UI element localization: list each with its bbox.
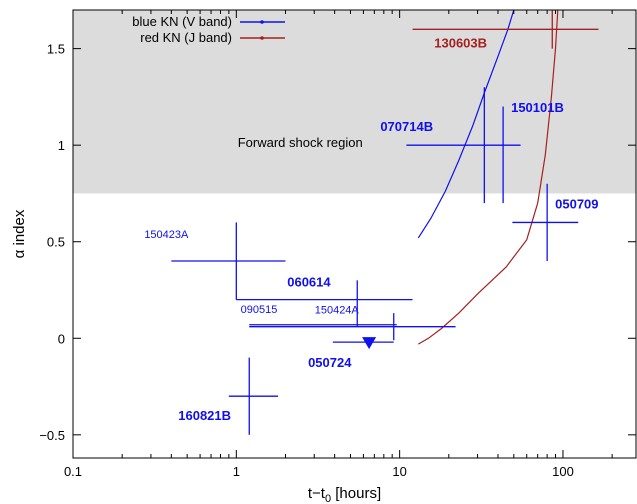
y-axis-title: α index <box>11 209 28 258</box>
grb-data-points: 130603B 070714B 150101B 050709 150423A 060614… <box>144 10 599 435</box>
legend-dot-1 <box>260 36 264 40</box>
plot-frame <box>72 9 637 459</box>
point-060614: 060614 <box>236 275 413 327</box>
point-130603B: 130603B <box>412 10 599 50</box>
forward-shock-label: Forward shock region <box>238 135 363 150</box>
x-tick-label: 1 <box>233 464 240 479</box>
point-label-150423A: 150423A <box>144 229 189 241</box>
point-150423A: 150423A <box>144 222 286 300</box>
x-tick-label: 10 <box>392 464 406 479</box>
forward-shock-region: Forward shock region <box>73 10 636 194</box>
x-axis-title: t−t0 [hours] <box>308 485 381 504</box>
kn-curve-blue <box>417 10 515 239</box>
point-150424A: 150424A <box>249 305 456 341</box>
y-tick-label: 0 <box>58 331 65 346</box>
axes: 0.1 1 10 100 −0.5 0 0.5 1 1.5 t−t0 [hours] α index <box>11 9 637 504</box>
point-070714B: 070714B <box>380 87 521 204</box>
legend-label-0: blue KN (V band) <box>132 14 232 29</box>
x-tick-label: 0.1 <box>64 464 82 479</box>
point-150101B: 150101B <box>502 100 564 204</box>
point-160821B: 160821B <box>178 357 279 435</box>
point-label-150424A: 150424A <box>315 305 360 317</box>
y-tick-label: 0.5 <box>47 235 65 250</box>
legend: blue KN (V band)red KN (J band) <box>132 14 285 45</box>
point-label-160821B: 160821B <box>178 408 231 423</box>
upper-limit-marker-050724 <box>362 337 377 350</box>
kn-curve-red <box>418 10 559 345</box>
legend-label-1: red KN (J band) <box>140 30 232 45</box>
forward-shock-band <box>73 10 636 194</box>
point-label-050709: 050709 <box>555 196 598 211</box>
point-label-090515: 090515 <box>241 304 278 316</box>
point-label-050724: 050724 <box>308 355 352 370</box>
y-tick-label: 1 <box>58 138 65 153</box>
point-050709: 050709 <box>512 183 599 262</box>
point-label-130603B: 130603B <box>434 35 487 50</box>
point-090515: 090515 <box>241 304 397 326</box>
point-label-060614: 060614 <box>287 275 331 290</box>
legend-dot-0 <box>260 20 264 24</box>
point-label-150101B: 150101B <box>511 100 564 115</box>
kilonova-curves <box>417 10 559 345</box>
y-tick-label: 1.5 <box>47 42 65 57</box>
x-tick-label: 100 <box>552 464 574 479</box>
y-tick-label: −0.5 <box>39 428 65 443</box>
point-label-070714B: 070714B <box>380 119 433 134</box>
point-050724: 050724 <box>308 337 394 370</box>
